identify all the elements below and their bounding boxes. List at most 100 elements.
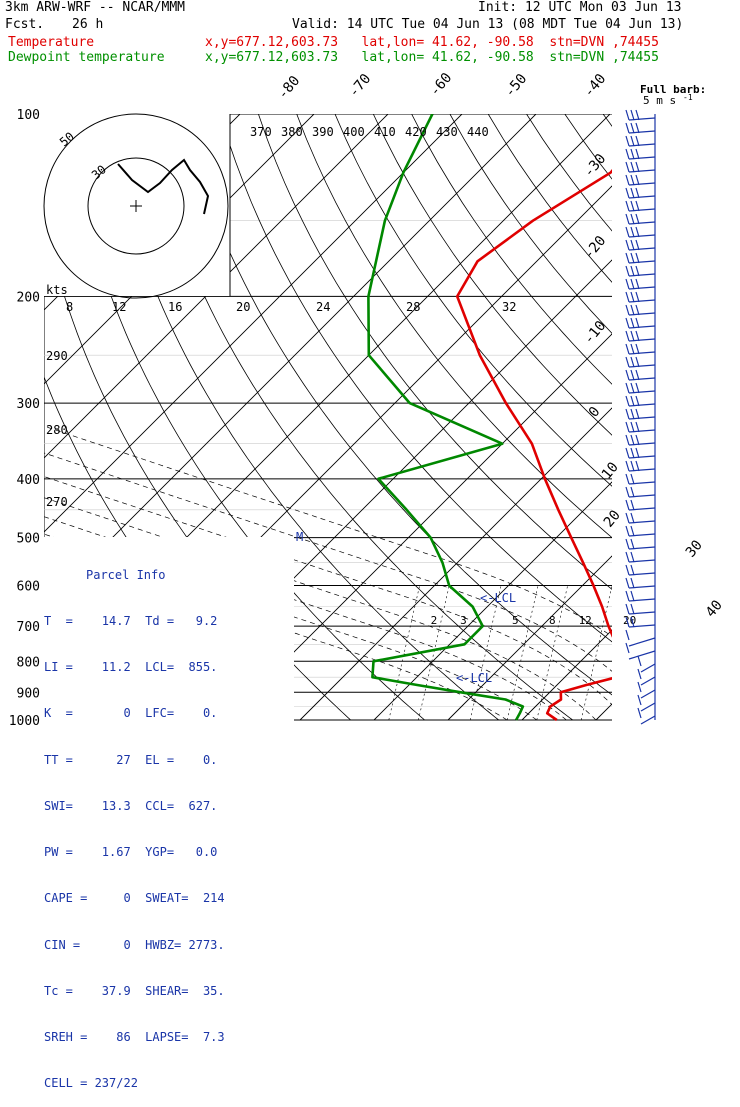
wind-barb-feather bbox=[626, 279, 629, 289]
wind-barb-feather bbox=[626, 331, 629, 341]
parcel-row: PW = 1.67 YGP= 0.0 bbox=[44, 845, 294, 860]
wind-barb-feather bbox=[626, 227, 629, 237]
wind-barb-feather bbox=[636, 175, 639, 185]
wind-barb-feather bbox=[636, 110, 639, 120]
wind-barb-feather bbox=[626, 123, 629, 133]
hodograph-speed-label: 12 bbox=[112, 300, 126, 314]
wind-barb-feather bbox=[626, 448, 629, 458]
mixing-ratio-label: 3 bbox=[460, 614, 467, 627]
skew-temperature-label: 40 bbox=[703, 597, 726, 620]
wind-barb bbox=[641, 677, 655, 685]
wind-barb-feather bbox=[631, 383, 634, 393]
mixing-ratio-label: 20 bbox=[623, 614, 636, 627]
theta-label: 270 bbox=[46, 495, 68, 509]
wind-barb-feather bbox=[631, 240, 634, 250]
wind-barb-feather bbox=[636, 162, 639, 172]
wind-barb-feather bbox=[626, 643, 629, 653]
hodograph-speed-label: 28 bbox=[406, 300, 420, 314]
wind-barb-feather bbox=[626, 383, 629, 393]
valid-time: Valid: 14 UTC Tue 04 Jun 13 (08 MDT Tue … bbox=[292, 18, 683, 32]
wind-barb-feather bbox=[631, 123, 634, 133]
wind-barb-feather bbox=[638, 695, 641, 705]
wind-barb-feather bbox=[631, 253, 634, 263]
lcl-annotation: <-LCL bbox=[480, 591, 516, 605]
mixing-ratio-line bbox=[537, 586, 568, 720]
parcel-info-panel: Parcel Info T = 14.7 Td = 9.2 LI = 11.2 … bbox=[44, 537, 294, 727]
init-time: Init: 12 UTC Mon 03 Jun 13 bbox=[478, 1, 682, 15]
hodograph-speed-label: 8 bbox=[66, 300, 73, 314]
wind-barb-feather bbox=[631, 461, 634, 471]
wind-barb-feather bbox=[631, 318, 634, 328]
wind-barb-feather bbox=[631, 266, 634, 276]
wind-barb-feather bbox=[631, 396, 634, 406]
isotherm-line bbox=[522, 114, 740, 720]
wind-barb-feather bbox=[636, 266, 639, 276]
temperature-location: x,y=677.12,603.73 lat,lon= 41.62, -90.58… bbox=[205, 36, 659, 50]
wind-barb-feather bbox=[631, 370, 634, 380]
skew-temperature-label: 0 bbox=[586, 404, 604, 421]
temperature-legend-label: Temperature bbox=[8, 36, 94, 50]
wind-barb-feather bbox=[631, 227, 634, 237]
parcel-row: Tc = 37.9 SHEAR= 35. bbox=[44, 984, 294, 999]
dewpoint-legend-label: Dewpoint temperature bbox=[8, 51, 165, 65]
wind-barb bbox=[641, 703, 655, 711]
parcel-row: CAPE = 0 SWEAT= 214 bbox=[44, 891, 294, 906]
wind-barb-feather bbox=[626, 214, 629, 224]
wind-barb-feather bbox=[636, 227, 639, 237]
wind-barb-feather bbox=[626, 539, 629, 549]
wind-barb-feather bbox=[626, 552, 629, 562]
barb-legend-superscript: -1 bbox=[683, 93, 693, 102]
wind-barb-feather bbox=[636, 279, 639, 289]
dewpoint-location: x,y=677.12,603.73 lat,lon= 41.62, -90.58… bbox=[205, 51, 659, 65]
isotherm-line bbox=[226, 114, 740, 720]
wind-barb-feather bbox=[636, 253, 639, 263]
wind-barb-feather bbox=[631, 357, 634, 367]
wind-barb-feather bbox=[631, 162, 634, 172]
wind-barb-feather bbox=[636, 344, 639, 354]
dry-adiabat-line bbox=[680, 114, 740, 720]
wind-barb-feather bbox=[626, 162, 629, 172]
wind-barb-feather bbox=[638, 682, 641, 692]
wind-barb-feather bbox=[626, 474, 629, 484]
parcel-row: SWI= 13.3 CCL= 627. bbox=[44, 799, 294, 814]
wind-barb bbox=[629, 638, 655, 646]
wind-barb-feather bbox=[631, 110, 634, 120]
wind-barb-feather bbox=[631, 175, 634, 185]
wind-barb-feather bbox=[631, 487, 634, 497]
wind-barb-feather bbox=[631, 474, 634, 484]
wind-barb-feather bbox=[626, 500, 629, 510]
wind-barb bbox=[641, 690, 655, 698]
wind-barb-feather bbox=[626, 435, 629, 445]
hodograph-speed-label: 16 bbox=[168, 300, 182, 314]
pressure-tick-label: 800 bbox=[17, 655, 40, 670]
wind-barb-feather bbox=[626, 305, 629, 315]
pressure-tick-label: 500 bbox=[17, 532, 40, 547]
parcel-row: K = 0 LFC= 0. bbox=[44, 706, 294, 721]
mixing-ratio-line bbox=[507, 586, 538, 720]
hodograph-speed-label: 32 bbox=[502, 300, 516, 314]
skew-temperature-label: -50 bbox=[502, 71, 531, 101]
wind-barb bbox=[641, 664, 655, 672]
skew-temperature-label: 30 bbox=[683, 537, 706, 560]
wind-barb-feather bbox=[636, 435, 639, 445]
wind-barb-feather bbox=[631, 591, 634, 601]
mixing-ratio-label: 12 bbox=[579, 614, 592, 627]
wind-barb-feather bbox=[631, 526, 634, 536]
wind-barb-feather bbox=[636, 331, 639, 341]
isotherm-line bbox=[300, 114, 740, 720]
wind-barb bbox=[641, 716, 655, 724]
wind-barb-feather bbox=[636, 396, 639, 406]
mixing-ratio-label: 5 bbox=[512, 614, 519, 627]
wind-barb-feather bbox=[626, 292, 629, 302]
wind-barb-feather bbox=[626, 422, 629, 432]
theta-label: 440 bbox=[467, 125, 489, 139]
wind-barb-feather bbox=[631, 500, 634, 510]
theta-label: 420 bbox=[405, 125, 427, 139]
skew-temperature-label: -40 bbox=[581, 71, 610, 101]
pressure-tick-label: 900 bbox=[17, 686, 40, 701]
theta-label: 380 bbox=[281, 125, 303, 139]
wind-barb-feather bbox=[631, 552, 634, 562]
wind-barb-feather bbox=[626, 513, 629, 523]
wind-barb-feather bbox=[631, 279, 634, 289]
wind-barb-feather bbox=[636, 409, 639, 419]
